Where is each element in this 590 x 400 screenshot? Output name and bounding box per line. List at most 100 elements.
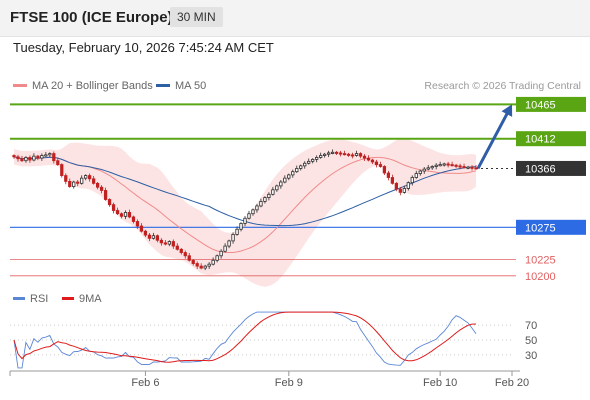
candle-body (32, 155, 36, 161)
candle-body (358, 153, 363, 157)
candle-body (454, 164, 458, 167)
candle (239, 222, 243, 232)
candle (275, 184, 279, 192)
projection-arrow-layer (476, 104, 513, 170)
candle-body (28, 157, 32, 161)
candle (211, 257, 215, 266)
candle-body (438, 164, 442, 167)
candle-body (366, 157, 371, 161)
time-tick-label: Feb 10 (423, 377, 457, 389)
candle (223, 243, 227, 253)
bollinger-band (14, 138, 476, 287)
level-labels-layer: 10465 10412 10366 10275 10225 10200 (516, 96, 586, 283)
candle (362, 154, 367, 161)
candle (139, 223, 144, 233)
candle (255, 203, 259, 213)
candle-body (203, 265, 207, 269)
candle-body (255, 205, 259, 211)
candle (127, 209, 132, 219)
candle-body (299, 165, 303, 169)
candle-body (179, 248, 183, 253)
candle (434, 163, 438, 170)
legend-ma50-label: MA 50 (175, 80, 207, 92)
candle-body (187, 255, 191, 261)
level-label-10275: 10275 (525, 222, 556, 234)
legend-ma20-label: MA 20 + Bollinger Bands (32, 80, 153, 92)
candle-body (84, 175, 88, 179)
candle (346, 152, 351, 157)
interval-badge[interactable]: 30 MIN (170, 7, 223, 27)
candle (231, 232, 235, 244)
candle (111, 202, 116, 214)
candle-body (20, 158, 24, 162)
candle (315, 155, 319, 163)
candle (287, 173, 291, 181)
candle-body (143, 230, 148, 236)
candle (342, 150, 347, 156)
candle-body (123, 212, 128, 217)
candle (442, 162, 446, 167)
candle-body (80, 177, 84, 184)
candle-body (350, 154, 355, 157)
rsi-ma9-line (13, 311, 477, 363)
chart-header: FTSE 100 (ICE Europe) 30 MIN (0, 0, 590, 37)
candle-body (470, 166, 474, 169)
candle (430, 165, 434, 170)
time-tick-label: Feb 9 (275, 377, 303, 389)
candle-body (430, 166, 434, 169)
candle-body (251, 209, 255, 215)
candle-body (56, 160, 60, 165)
time-axis: Feb 6 Feb 9 Feb 10 Feb 20 (9, 370, 529, 389)
candle-body (195, 263, 199, 267)
legend-ma50: MA 50 (156, 80, 206, 92)
legend-9ma: 9MA (62, 293, 102, 305)
legend-9ma-label: 9MA (79, 293, 102, 305)
candle (28, 155, 32, 163)
candle (271, 186, 275, 196)
candle (378, 161, 383, 168)
candle (115, 207, 120, 216)
candle-body (287, 174, 291, 179)
candle (382, 165, 387, 176)
candle (16, 154, 20, 162)
candle-body (36, 155, 40, 159)
candle-body (311, 158, 315, 162)
candle (151, 232, 156, 240)
candle (175, 243, 179, 251)
candle-body (183, 252, 187, 257)
legend-rsi-label: RSI (30, 293, 49, 305)
candle-body (327, 152, 331, 155)
candle-body (418, 170, 422, 175)
candle-body (219, 250, 223, 257)
candle (311, 158, 315, 164)
candle (95, 182, 100, 190)
candle (32, 153, 36, 162)
bollinger-band-layer (14, 138, 476, 287)
level-box-10275 (516, 219, 586, 235)
candle-body (271, 189, 275, 195)
candle-body (458, 165, 462, 168)
candle (450, 161, 454, 167)
candle-body (227, 240, 231, 247)
level-label-10225: 10225 (525, 255, 556, 267)
candle-body (155, 235, 160, 241)
candle-body (462, 166, 466, 169)
candle (143, 229, 148, 238)
candle-body (275, 185, 279, 191)
candle (183, 250, 187, 259)
candle-body (68, 180, 72, 187)
candle (366, 155, 371, 162)
candle-body (235, 228, 239, 235)
candle-body (139, 225, 144, 232)
candle-body (111, 204, 116, 211)
candle-body (338, 152, 343, 155)
candle (123, 210, 128, 220)
candle-body (342, 153, 347, 156)
candle-body (295, 168, 299, 173)
candle (56, 157, 60, 166)
candle (199, 263, 203, 270)
candle-body (279, 181, 283, 187)
candles-layer (12, 149, 478, 271)
candle-body (422, 168, 426, 172)
